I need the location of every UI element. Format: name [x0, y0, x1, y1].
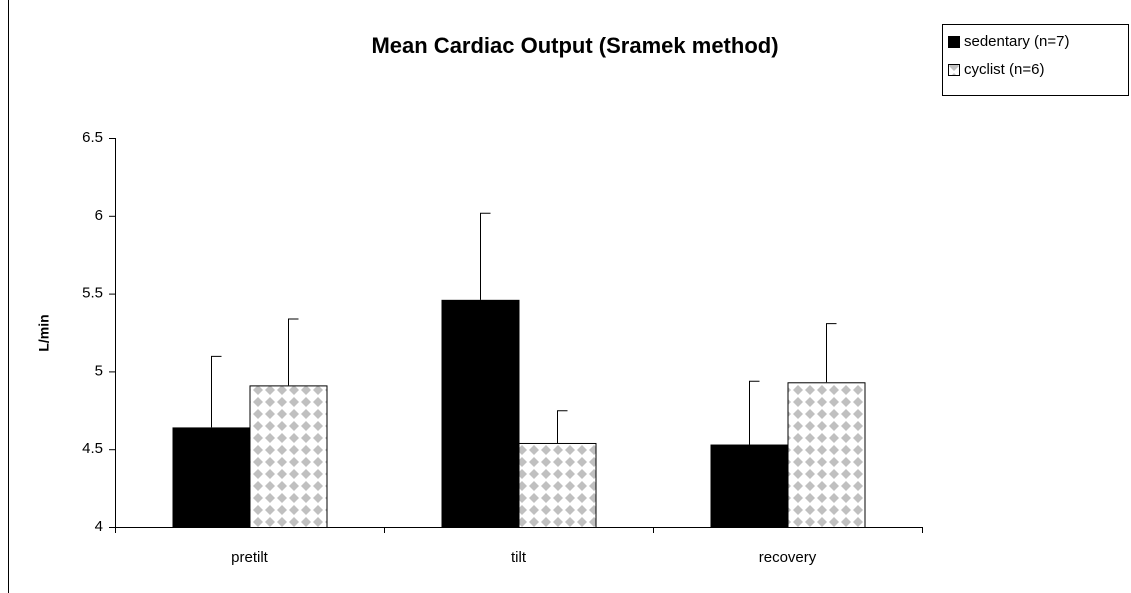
- legend-label: sedentary (n=7): [964, 33, 1069, 50]
- bar: [441, 299, 520, 528]
- bar: [787, 382, 866, 528]
- error-bar: [288, 318, 299, 386]
- bar: [518, 442, 597, 529]
- chart-title: Mean Cardiac Output (Sramek method): [371, 33, 778, 58]
- error-bar: [211, 355, 222, 428]
- y-tick-label: 6.5: [82, 129, 103, 146]
- y-axis-label: L/min: [36, 314, 52, 351]
- error-bar: [826, 323, 837, 383]
- bar: [249, 385, 328, 528]
- legend: [942, 24, 1129, 96]
- y-tick-label: 5.5: [82, 285, 103, 302]
- legend-label: cyclist (n=6): [964, 61, 1044, 78]
- x-tick-label: pretilt: [231, 549, 269, 566]
- bar: [172, 427, 251, 528]
- y-tick-label: 5: [95, 362, 103, 379]
- legend-swatch: [948, 64, 960, 76]
- x-tick-label: recovery: [759, 549, 817, 566]
- y-tick-label: 4: [95, 518, 103, 535]
- x-tick-label: tilt: [511, 549, 527, 566]
- bar: [710, 444, 789, 529]
- y-tick-label: 6: [95, 207, 103, 224]
- y-tick-label: 4.5: [82, 440, 103, 457]
- chart-border: [8, 0, 9, 593]
- error-bar: [480, 212, 491, 300]
- legend-swatch: [948, 36, 960, 48]
- error-bar: [749, 380, 760, 445]
- error-bar: [557, 410, 568, 443]
